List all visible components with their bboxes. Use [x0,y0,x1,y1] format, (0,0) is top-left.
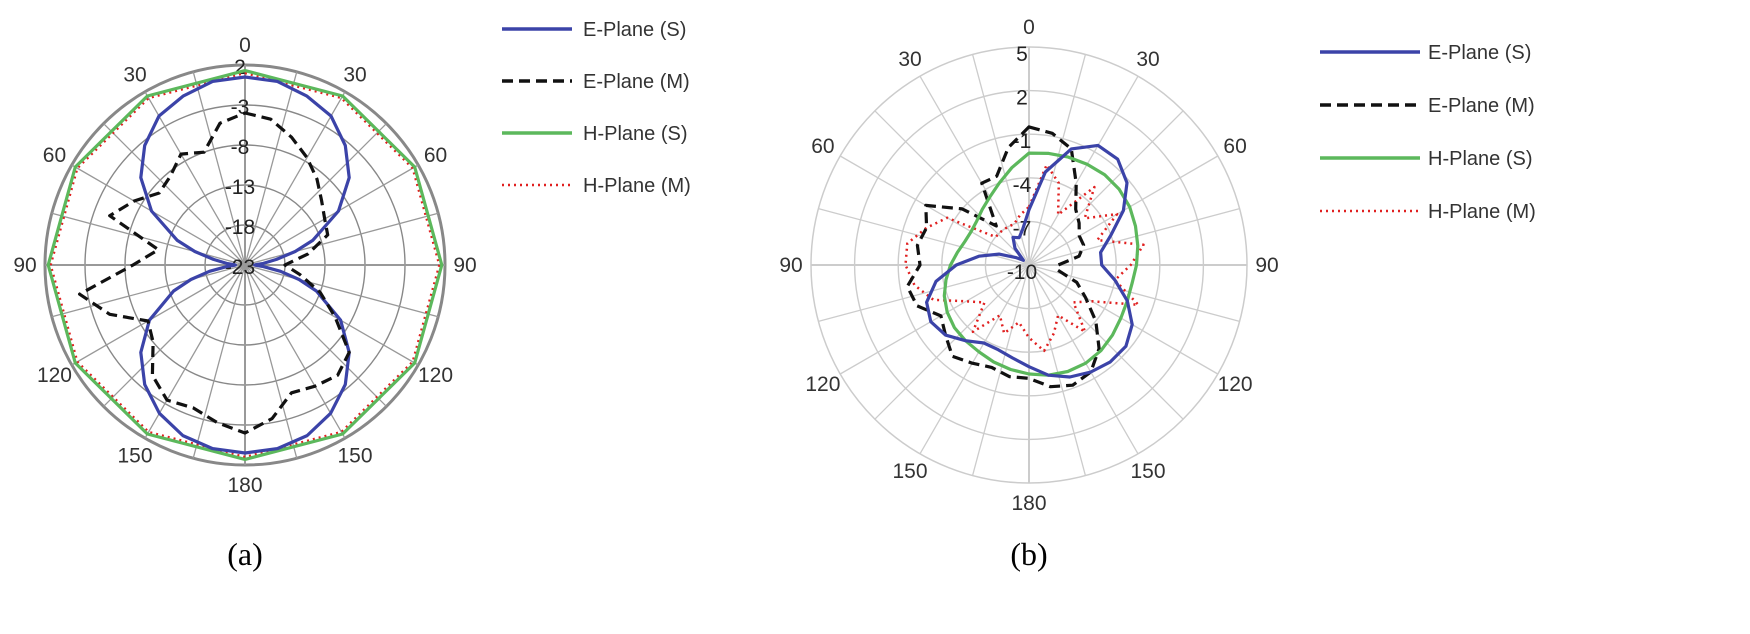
grid-spoke [244,264,346,439]
grid-spoke [192,264,246,459]
legend-label: H-Plane (S) [1428,148,1532,170]
angle-tick-label: 30 [123,63,146,86]
angle-tick-label: 60 [43,144,66,167]
figure-caption: (b) [1010,536,1047,572]
series-line-h-plane-s [942,151,1140,377]
series-line-h-plane-s [46,69,444,461]
angle-tick-label: 120 [37,364,72,387]
angle-tick-label: 150 [117,445,152,468]
grid-spoke [244,164,419,266]
radial-tick-label: -18 [225,216,255,239]
radial-tick-label: 2 [234,56,246,79]
grid-spoke [971,54,1030,266]
polar-chart-a: 0 30 60 90 120 150 180 150 120 90 60 30 2 -3 -8 -13 -18 -… [13,19,690,572]
grid-spoke [244,264,419,366]
angle-tick-label: 150 [1130,460,1165,483]
grid-spoke [244,123,387,266]
radial-tick-label: -3 [231,96,250,119]
radial-tick-label: -10 [1007,261,1037,284]
radial-tick-label: -4 [1013,174,1032,197]
grid-spoke [71,164,246,266]
radial-tick-label: 2 [1016,87,1028,110]
angle-tick-label: 180 [1011,492,1046,515]
grid-spoke [51,264,246,318]
grid-spoke [244,264,439,318]
legend-label: H-Plane (M) [1428,201,1536,223]
grid-spoke [874,110,1030,266]
angle-tick-label: 90 [1255,254,1278,277]
series-line-h-plane-m [904,163,1145,353]
series-line-h-plane-m [49,71,441,459]
grid-spoke [244,91,346,266]
radial-tick-label: 5 [1016,43,1028,66]
grid-spoke [1028,75,1139,266]
angle-tick-label: 150 [337,445,372,468]
grid-spoke [244,264,387,407]
grid-spoke [192,71,246,266]
grid-spoke [71,264,246,366]
series-line-e-plane-s [139,75,351,455]
angle-tick-label: 0 [239,34,251,57]
grid-spoke [244,212,439,266]
grid-spoke [144,91,246,266]
grid-spoke [874,264,1030,420]
grid-spoke [919,75,1030,266]
angle-tick-label: 120 [805,373,840,396]
angle-tick-label: 30 [898,48,921,71]
radial-tick-label: -13 [225,176,255,199]
legend-label: E-Plane (M) [1428,95,1535,117]
angle-tick-label: 120 [418,364,453,387]
angle-tick-label: 0 [1023,16,1035,39]
legend-label: E-Plane (M) [583,71,690,93]
grid-spoke [971,264,1030,476]
legend-label: E-Plane (S) [1428,42,1531,64]
series-line-e-plane-m [905,125,1101,389]
angle-tick-label: 120 [1218,373,1253,396]
radial-tick-label: -1 [1013,130,1032,153]
angle-tick-label: 60 [811,135,834,158]
angle-tick-label: 90 [453,254,476,277]
angle-tick-label: 60 [424,144,447,167]
angle-tick-label: 180 [227,474,262,497]
legend-label: H-Plane (M) [583,175,691,197]
grid-spoke [103,123,246,266]
radial-tick-label: -23 [225,256,255,279]
angle-tick-label: 60 [1223,135,1246,158]
grid-spoke [839,264,1030,375]
grid-spoke [103,264,246,407]
grid-spoke [1028,110,1184,266]
angle-tick-label: 90 [13,254,36,277]
radial-tick-label: -8 [231,136,250,159]
grid-spoke [144,264,246,439]
angle-tick-label: 150 [892,460,927,483]
angle-tick-label: 30 [343,63,366,86]
figure-caption: (a) [227,536,263,572]
grid-spoke [51,212,246,266]
legend-label: E-Plane (S) [583,19,686,41]
angle-tick-label: 30 [1136,48,1159,71]
grid-spoke [919,264,1030,455]
grid-spoke [839,155,1030,266]
legend-label: H-Plane (S) [583,123,687,145]
grid-spoke [1028,207,1240,266]
angle-tick-label: 90 [779,254,802,277]
grid-spoke [1028,264,1139,455]
series-line-e-plane-m [78,111,351,435]
grid-spoke [1028,264,1087,476]
grid-spoke [1028,264,1219,375]
grid-spoke [244,71,298,266]
series-line-e-plane-s [925,143,1134,379]
grid-spoke [818,264,1030,323]
grid-spoke [244,264,298,459]
